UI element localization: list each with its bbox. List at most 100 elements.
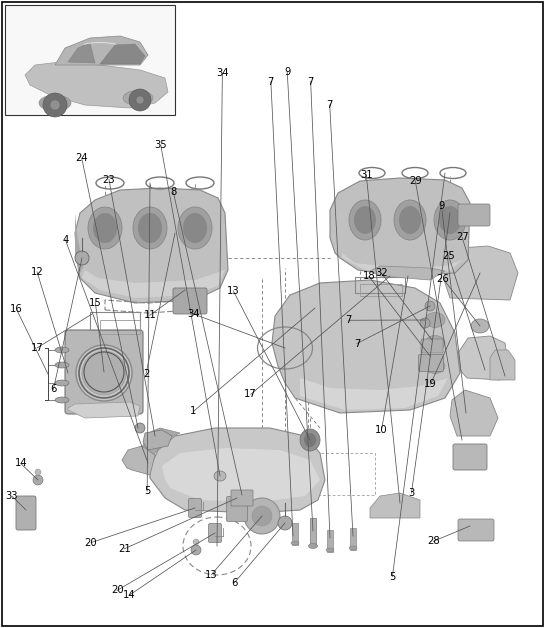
FancyBboxPatch shape [453, 444, 487, 470]
Ellipse shape [425, 335, 445, 350]
Text: 6: 6 [231, 578, 238, 588]
Ellipse shape [399, 206, 421, 234]
Ellipse shape [439, 206, 461, 234]
Polygon shape [100, 44, 145, 64]
Polygon shape [75, 188, 228, 303]
Polygon shape [458, 336, 508, 380]
Text: 24: 24 [75, 153, 88, 163]
Circle shape [135, 423, 145, 433]
FancyBboxPatch shape [227, 497, 247, 521]
Text: 20: 20 [84, 538, 98, 548]
Text: 31: 31 [360, 170, 373, 180]
Polygon shape [75, 213, 83, 273]
Text: 26: 26 [437, 274, 450, 284]
Text: 23: 23 [102, 175, 116, 185]
Polygon shape [300, 378, 448, 410]
Text: 27: 27 [456, 232, 469, 242]
Text: 18: 18 [362, 271, 376, 281]
Polygon shape [55, 36, 148, 65]
Circle shape [82, 351, 126, 395]
Polygon shape [490, 350, 515, 380]
Bar [5, 5, 175, 115]
Bar [327, 530, 333, 552]
Ellipse shape [183, 213, 207, 243]
Ellipse shape [55, 347, 69, 353]
Circle shape [75, 251, 89, 265]
Text: 5: 5 [389, 571, 396, 582]
Ellipse shape [349, 200, 381, 240]
Polygon shape [450, 390, 498, 436]
Circle shape [193, 539, 199, 545]
Circle shape [252, 506, 272, 526]
FancyBboxPatch shape [173, 288, 207, 314]
Text: 21: 21 [118, 544, 131, 554]
Ellipse shape [354, 206, 376, 234]
Text: 1: 1 [190, 406, 197, 416]
Circle shape [50, 100, 60, 110]
Text: 7: 7 [354, 338, 360, 349]
Text: 13: 13 [205, 570, 218, 580]
FancyBboxPatch shape [458, 204, 490, 226]
Text: 10: 10 [375, 425, 388, 435]
Ellipse shape [123, 90, 153, 106]
Circle shape [278, 516, 292, 530]
Text: 16: 16 [10, 304, 23, 314]
Text: 2: 2 [143, 369, 149, 379]
Ellipse shape [304, 433, 316, 447]
Text: 14: 14 [14, 458, 27, 468]
Text: 13: 13 [227, 286, 240, 296]
FancyBboxPatch shape [421, 339, 443, 353]
Circle shape [425, 301, 435, 311]
Ellipse shape [308, 543, 318, 548]
Text: 9: 9 [284, 67, 290, 77]
Text: 33: 33 [6, 491, 18, 501]
Bar [292, 523, 298, 545]
Polygon shape [82, 270, 225, 298]
Circle shape [76, 345, 132, 401]
FancyBboxPatch shape [231, 490, 253, 506]
Text: 7: 7 [268, 77, 274, 87]
Ellipse shape [291, 541, 299, 545]
Text: 5: 5 [144, 486, 150, 496]
Text: 7: 7 [307, 77, 314, 87]
Text: 14: 14 [123, 590, 136, 600]
FancyBboxPatch shape [189, 499, 202, 517]
Ellipse shape [55, 380, 69, 386]
Circle shape [136, 96, 144, 104]
Ellipse shape [394, 200, 426, 240]
Ellipse shape [39, 95, 71, 111]
Polygon shape [370, 266, 445, 280]
Text: 25: 25 [442, 251, 455, 261]
FancyBboxPatch shape [16, 496, 36, 530]
FancyBboxPatch shape [65, 330, 143, 414]
Ellipse shape [300, 429, 320, 451]
Polygon shape [68, 402, 140, 418]
Ellipse shape [133, 207, 167, 249]
Circle shape [420, 318, 430, 328]
Text: 34: 34 [216, 68, 228, 78]
Text: 7: 7 [326, 100, 333, 110]
Text: 19: 19 [424, 379, 437, 389]
Polygon shape [68, 43, 95, 63]
Text: 12: 12 [31, 267, 44, 277]
Polygon shape [330, 178, 470, 276]
Polygon shape [150, 428, 325, 513]
Polygon shape [143, 430, 172, 450]
Ellipse shape [425, 359, 445, 374]
FancyBboxPatch shape [209, 524, 221, 543]
Text: 29: 29 [409, 176, 422, 186]
Text: 35: 35 [154, 140, 167, 150]
Text: 17: 17 [31, 343, 44, 353]
Text: 20: 20 [111, 585, 124, 595]
Text: 15: 15 [89, 298, 102, 308]
Ellipse shape [178, 207, 212, 249]
Text: 34: 34 [187, 309, 199, 319]
Ellipse shape [138, 213, 162, 243]
FancyBboxPatch shape [458, 519, 494, 541]
Ellipse shape [434, 200, 466, 240]
Text: 32: 32 [375, 268, 388, 278]
Text: 17: 17 [244, 389, 257, 399]
Text: 6: 6 [50, 384, 57, 394]
Text: 4: 4 [62, 235, 69, 245]
Polygon shape [445, 246, 518, 300]
